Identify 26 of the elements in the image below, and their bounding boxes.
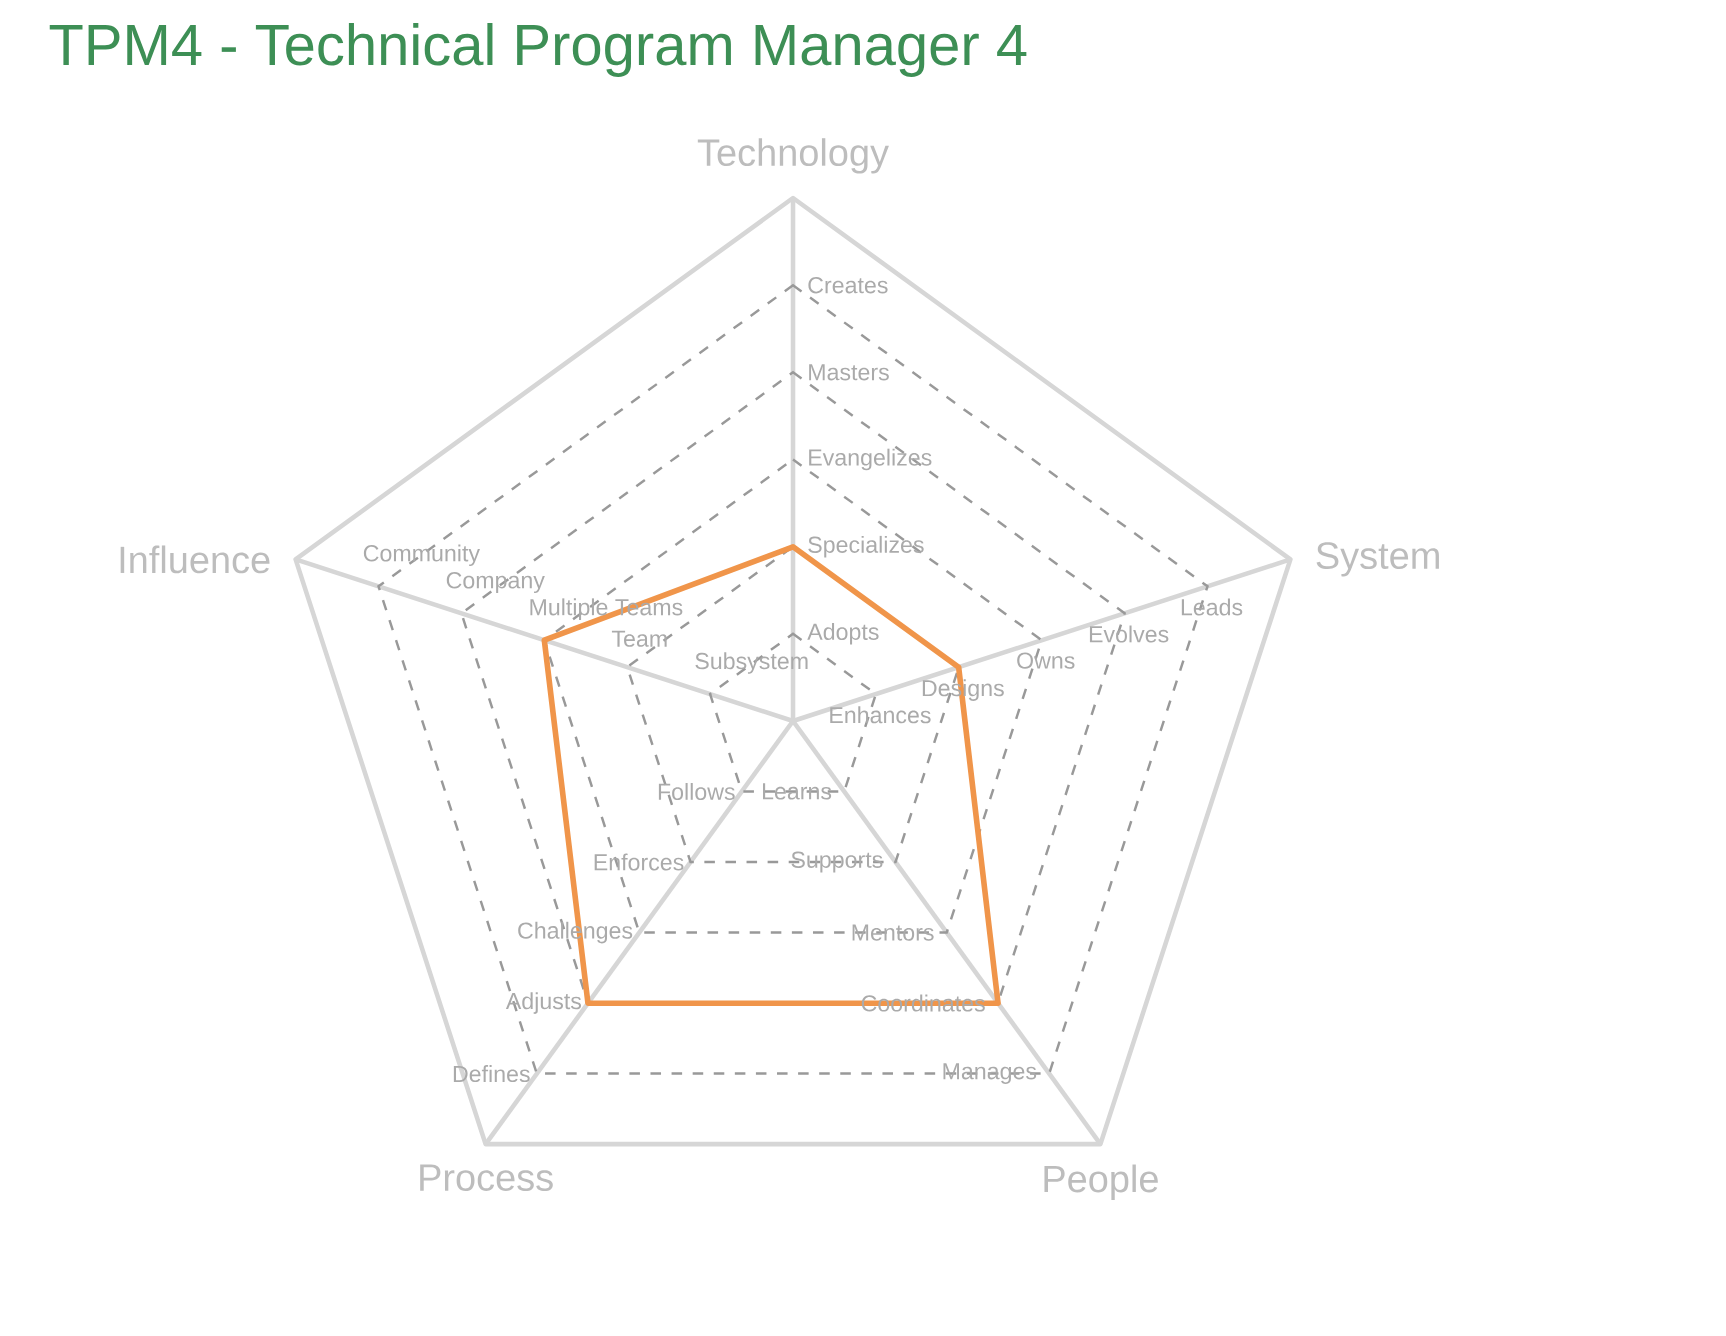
text: Follows	[658, 782, 735, 801]
text: Creates	[808, 276, 888, 294]
spoke-label: People	[1044, 1164, 1158, 1200]
spoke-label: System	[1316, 542, 1439, 577]
spoke-label: Process	[420, 1164, 553, 1192]
text: Masters	[809, 364, 889, 381]
text: Supports	[791, 851, 883, 873]
text: Subsystem	[695, 652, 808, 674]
text: Evolves	[1089, 625, 1169, 643]
text: Company	[446, 572, 545, 594]
text: Specializes	[808, 535, 924, 558]
spoke-label: Technology	[697, 138, 889, 174]
text: Adopts	[807, 622, 879, 645]
text: Team	[611, 630, 667, 647]
text: Manages	[943, 1063, 1037, 1084]
text: Adjusts	[505, 992, 582, 1014]
text: Enhances	[830, 706, 931, 724]
text: Community	[363, 544, 480, 567]
text: Mentors	[852, 924, 934, 941]
text: Owns	[1017, 652, 1075, 669]
text: Leads	[1181, 598, 1243, 616]
text: Learns	[762, 783, 832, 800]
text: Defines	[453, 1065, 530, 1083]
text: Evangelizes	[809, 448, 932, 471]
chart-title: TPM4 - Technical Program Manager 4	[49, 22, 1027, 77]
spoke-label: Influence	[120, 545, 270, 574]
